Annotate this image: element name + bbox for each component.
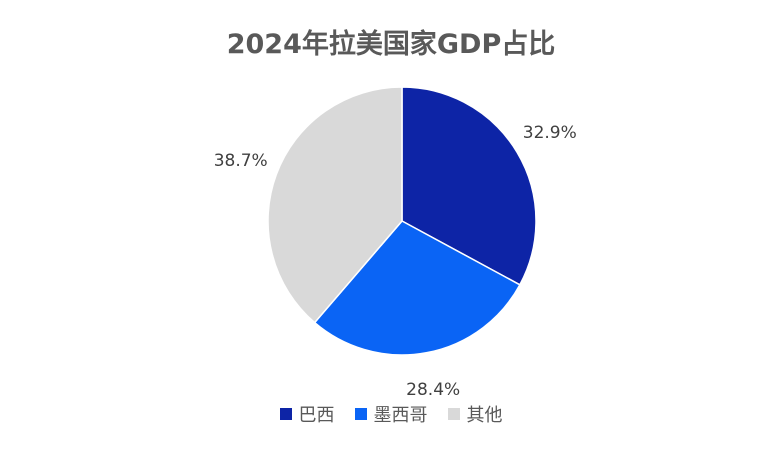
pie-slice-other [267, 86, 403, 324]
legend-label: 其他 [466, 405, 503, 426]
legend-swatch [447, 408, 460, 420]
legend-swatch [354, 408, 367, 420]
pie-slice-mexico [313, 220, 521, 356]
chart-title: 2024年拉美国家GDP占比 [226, 29, 556, 60]
data-label-brazil: 32.9% [523, 123, 577, 143]
legend-label: 墨西哥 [373, 405, 428, 426]
legend-item-brazil: 巴西 [279, 401, 335, 427]
legend-swatch [279, 408, 292, 420]
legend-item-other: 其他 [447, 401, 503, 427]
data-label-other: 38.7% [214, 151, 268, 171]
pie-slice-brazil [401, 86, 537, 286]
data-label-mexico: 28.4% [406, 380, 460, 400]
legend-item-mexico: 墨西哥 [354, 401, 428, 427]
legend: 巴西 墨西哥 其他 [0, 401, 782, 427]
legend-label: 巴西 [298, 405, 335, 426]
